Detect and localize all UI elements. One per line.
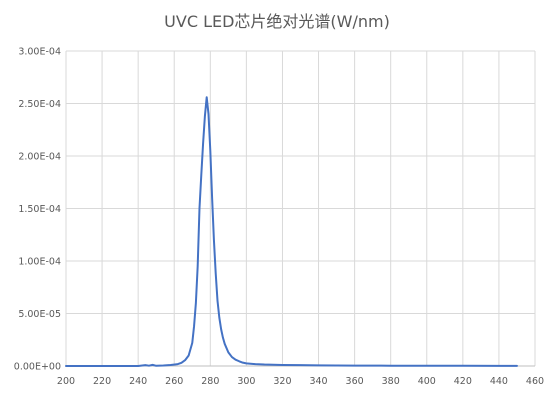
y-tick-label: 0.00E+00 (14, 362, 61, 373)
x-tick-label: 360 (346, 376, 364, 387)
x-tick-label: 380 (382, 376, 400, 387)
x-tick-label: 320 (273, 376, 291, 387)
y-tick-label: 5.00E-05 (18, 309, 61, 320)
x-tick-label: 280 (201, 376, 219, 387)
x-tick-label: 260 (165, 376, 183, 387)
y-tick-label: 1.50E-04 (18, 204, 61, 215)
x-tick-label: 420 (454, 376, 472, 387)
grid-layer (65, 50, 536, 367)
x-tick-label: 220 (93, 376, 111, 387)
series-layer (65, 96, 518, 367)
x-tick-label: 400 (418, 376, 436, 387)
chart-title: UVC LED芯片绝对光谱(W/nm) (164, 12, 390, 31)
y-tick-label: 3.00E-04 (18, 47, 61, 58)
x-tick-label: 300 (237, 376, 255, 387)
x-tick-label: 440 (490, 376, 508, 387)
y-tick-label: 2.50E-04 (18, 99, 61, 110)
x-tick-label: 460 (526, 376, 544, 387)
y-tick-label: 1.00E-04 (18, 257, 61, 268)
spectrum-line (65, 96, 518, 367)
x-tick-label: 240 (129, 376, 147, 387)
x-tick-label: 340 (309, 376, 327, 387)
y-tick-label: 2.00E-04 (18, 152, 61, 163)
x-tick-label: 200 (57, 376, 75, 387)
axis-layer: 200 220 240 260 280 300 320 340 360 380 400 420 440 4… (14, 47, 544, 388)
